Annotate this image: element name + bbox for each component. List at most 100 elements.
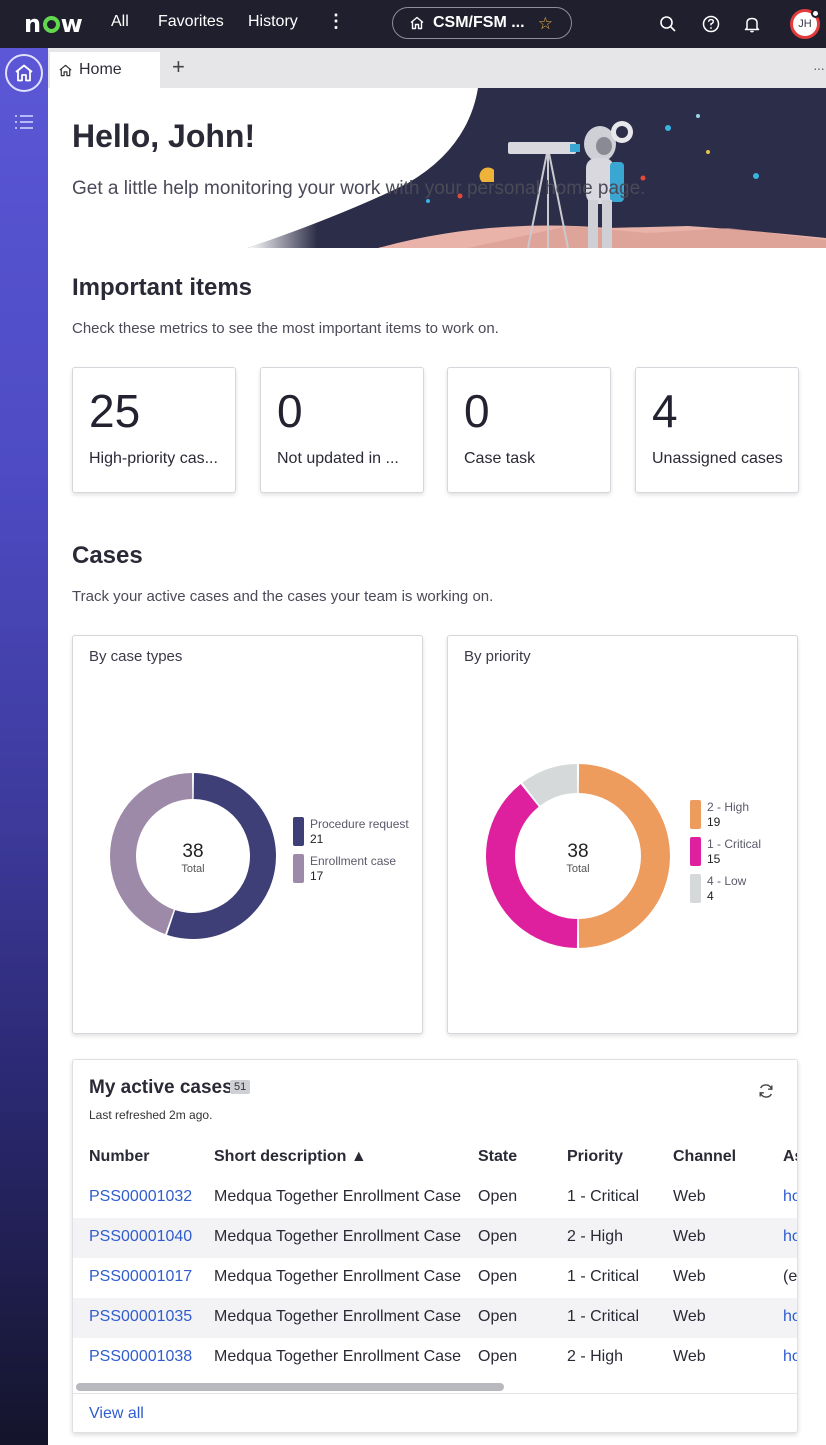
case-number-link[interactable]: PSS00001038 [89, 1348, 193, 1365]
table-header: Number Short description ▲ State Priorit… [73, 1148, 797, 1178]
metric-card-not-updated[interactable]: 0 Not updated in ... [260, 367, 424, 493]
nav-history[interactable]: History [248, 13, 298, 30]
cell-short-description: Medqua Together Enrollment Case [214, 1348, 461, 1365]
presence-dot [811, 9, 820, 18]
legend-label: 4 - Low [707, 874, 747, 888]
home-icon [410, 16, 424, 30]
greeting-heading: Hello, John! [72, 118, 256, 154]
metric-value: 4 [652, 385, 678, 437]
tab-more-icon[interactable]: ··· [813, 60, 825, 76]
legend-value: 17 [310, 869, 324, 883]
cell-assigned-link[interactable]: ho [783, 1348, 797, 1365]
case-number-link[interactable]: PSS00001035 [89, 1308, 193, 1325]
donut-total-label: Total [181, 863, 204, 875]
metric-label: High-priority cas... [89, 450, 218, 467]
cell-short-description: Medqua Together Enrollment Case [214, 1228, 461, 1245]
hero-banner: Hello, John! Get a little help monitorin… [48, 88, 826, 248]
case-number-link[interactable]: PSS00001032 [89, 1188, 193, 1205]
column-header-channel[interactable]: Channel [673, 1148, 737, 1165]
cell-priority: 2 - High [567, 1228, 624, 1245]
donut-slice-procedure-request[interactable] [166, 773, 277, 939]
metric-value: 0 [277, 385, 303, 437]
main-content: Hello, John! Get a little help monitorin… [48, 88, 826, 1445]
bell-icon[interactable] [741, 13, 763, 35]
donut-chart-priority[interactable]: 38 Total [478, 756, 678, 956]
nav-favorites[interactable]: Favorites [158, 13, 224, 30]
donut-slice-enrollment-case[interactable] [110, 773, 193, 935]
metric-card-unassigned[interactable]: 4 Unassigned cases [635, 367, 799, 493]
column-header-short-description[interactable]: Short description ▲ [214, 1148, 367, 1165]
cell-assigned-link[interactable]: ho [783, 1228, 797, 1245]
search-icon[interactable] [657, 13, 679, 35]
important-items-description: Check these metrics to see the most impo… [72, 320, 499, 337]
cell-priority: 1 - Critical [567, 1308, 640, 1325]
user-avatar[interactable]: JH [790, 9, 820, 39]
tab-strip: Home + ··· [48, 48, 826, 88]
cell-short-description: Medqua Together Enrollment Case [214, 1308, 461, 1325]
metric-label: Case task [464, 450, 536, 467]
legend-label: 1 - Critical [707, 837, 762, 851]
metric-value: 25 [89, 385, 141, 437]
legend-swatch [293, 817, 304, 846]
help-icon[interactable] [700, 13, 722, 35]
metric-label: Not updated in ... [277, 450, 399, 467]
cell-channel: Web [673, 1308, 706, 1325]
divider [73, 1393, 797, 1394]
home-icon [15, 64, 33, 82]
chart-title: By priority [464, 648, 531, 665]
count-badge: 51 [230, 1080, 251, 1094]
legend-label: 2 - High [707, 800, 750, 814]
metric-card-high-priority[interactable]: 25 High-priority cas... [72, 367, 236, 493]
donut-total-value: 38 [182, 841, 203, 862]
active-cases-card: My active cases 51 Last refreshed 2m ago… [72, 1059, 798, 1433]
cell-assigned-link[interactable]: ho [783, 1308, 797, 1325]
cell-state: Open [478, 1308, 518, 1325]
column-header-state[interactable]: State [478, 1148, 518, 1165]
table-row[interactable]: PSS00001040 Medqua Together Enrollment C… [73, 1218, 797, 1258]
table-row[interactable]: PSS00001032 Medqua Together Enrollment C… [73, 1178, 797, 1218]
cases-description: Track your active cases and the cases yo… [72, 588, 494, 605]
donut-chart-case-types[interactable]: 38 Total [103, 766, 283, 946]
horizontal-scrollbar[interactable] [76, 1383, 504, 1391]
add-tab-button[interactable]: + [172, 54, 185, 79]
column-header-assigned[interactable]: As [783, 1148, 797, 1165]
case-number-link[interactable]: PSS00001017 [89, 1268, 193, 1285]
metric-card-case-task[interactable]: 0 Case task [447, 367, 611, 493]
table-row[interactable]: PSS00001038 Medqua Together Enrollment C… [73, 1338, 797, 1378]
view-all-link[interactable]: View all [89, 1405, 144, 1422]
donut-slice-4-low[interactable] [522, 764, 578, 806]
rail-home-button[interactable] [5, 54, 43, 92]
donut-slice-1-critical[interactable] [486, 784, 578, 948]
table-row[interactable]: PSS00001017 Medqua Together Enrollment C… [73, 1258, 798, 1298]
chart-title: By case types [89, 648, 183, 665]
cell-priority: 1 - Critical [567, 1188, 640, 1205]
cell-assigned: (er [783, 1268, 798, 1285]
table-row[interactable]: PSS00001035 Medqua Together Enrollment C… [73, 1298, 797, 1338]
greeting-subtitle: Get a little help monitoring your work w… [72, 178, 646, 199]
tab-home[interactable]: Home [50, 52, 160, 88]
legend-swatch [690, 837, 701, 866]
legend-value: 4 [707, 889, 714, 903]
legend-swatch [690, 874, 701, 903]
column-header-number[interactable]: Number [89, 1148, 150, 1165]
chart-card-case-types: By case types 38 Total Procedure request… [72, 635, 423, 1034]
refresh-icon[interactable] [757, 1082, 775, 1100]
nav-all[interactable]: All [111, 13, 129, 30]
star-icon[interactable]: ☆ [537, 14, 553, 33]
donut-total-value: 38 [567, 841, 588, 862]
context-pill-label: CSM/FSM ... [433, 14, 525, 31]
donut-slice-2-high[interactable] [578, 764, 671, 948]
case-number-link[interactable]: PSS00001040 [89, 1228, 193, 1245]
chart-card-priority: By priority 38 Total 2 - High 19 1 - Cri… [447, 635, 798, 1034]
vertical-dots-icon[interactable]: ⋮ [327, 11, 345, 31]
context-pill[interactable]: CSM/FSM ... ☆ [392, 7, 572, 39]
tab-home-label: Home [79, 61, 122, 78]
cell-assigned-link[interactable]: ho [783, 1188, 797, 1205]
cell-state: Open [478, 1188, 518, 1205]
list-icon[interactable] [14, 114, 34, 130]
left-rail [0, 48, 48, 1445]
column-header-priority[interactable]: Priority [567, 1148, 624, 1165]
legend-value: 21 [310, 832, 324, 846]
